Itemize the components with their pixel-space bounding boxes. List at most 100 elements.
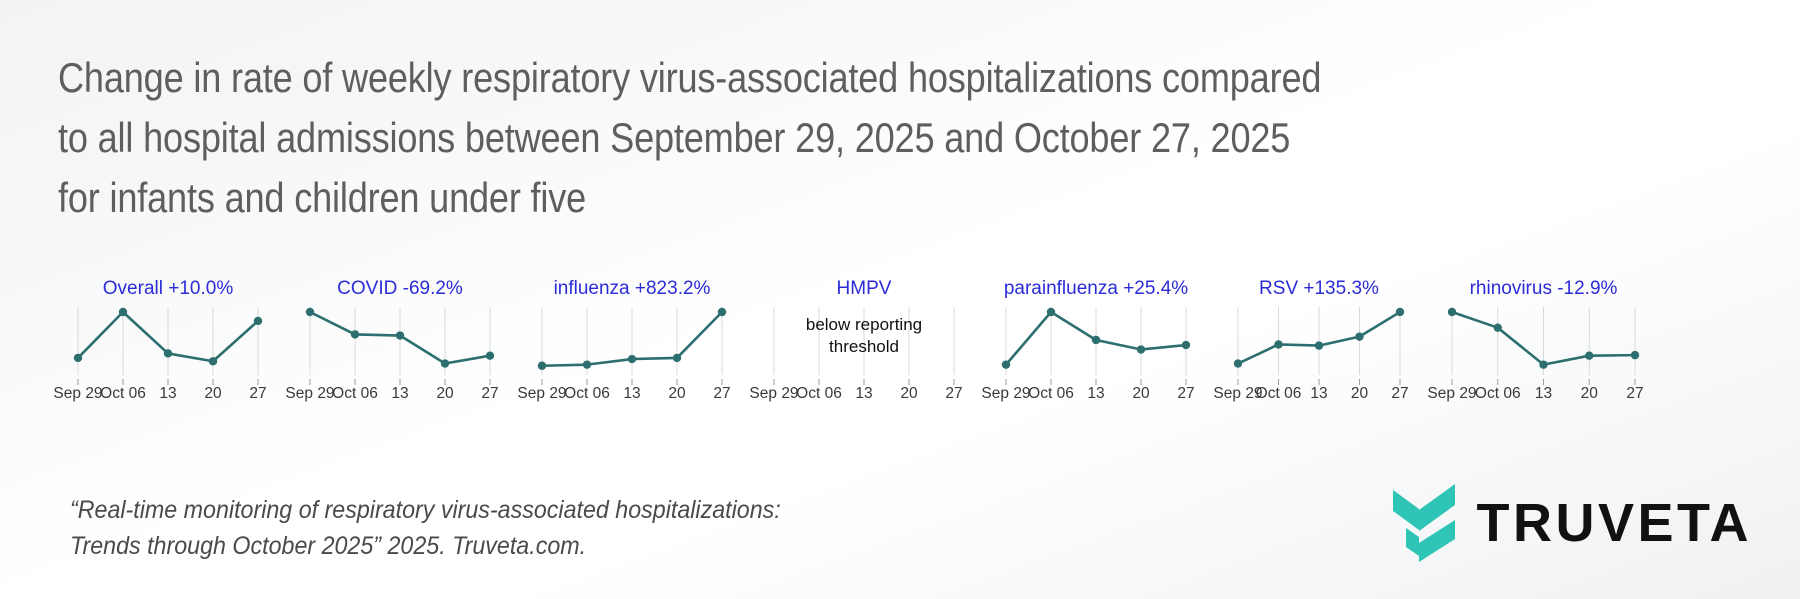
axis-tick-label: 13 xyxy=(855,385,873,402)
panel-overall: Overall +10.0% Sep 29 Oct 06 13 20 27 xyxy=(52,278,284,408)
data-point[interactable] xyxy=(440,359,450,368)
axis-tick-label: 27 xyxy=(945,385,963,402)
x-axis-influenza: Sep 29 Oct 06 13 20 27 xyxy=(516,379,748,405)
axis-tick-label: 20 xyxy=(1132,385,1150,402)
data-point[interactable] xyxy=(1136,345,1146,354)
small-multiples-chart: Overall +10.0% Sep 29 Oct 06 13 20 27 COVID -6… xyxy=(52,278,1774,408)
data-point[interactable] xyxy=(582,360,592,369)
axis-tick-label: 20 xyxy=(436,385,454,402)
data-point[interactable] xyxy=(717,307,727,317)
page-title: Change in rate of weekly respiratory vir… xyxy=(58,48,1748,228)
data-point[interactable] xyxy=(485,351,495,360)
data-point[interactable] xyxy=(208,357,218,366)
axis-tick-label: 20 xyxy=(900,385,918,402)
citation: “Real-time monitoring of respiratory vir… xyxy=(70,492,1120,564)
data-point[interactable] xyxy=(350,330,360,339)
data-point[interactable] xyxy=(1585,351,1594,360)
data-point[interactable] xyxy=(305,307,315,317)
title-line-1: Change in rate of weekly respiratory vir… xyxy=(58,54,1322,101)
axis-tick-label: 27 xyxy=(481,385,499,402)
panel-title-rsv: RSV +135.3% xyxy=(1259,278,1379,299)
plot-area-rhinovirus xyxy=(1426,305,1661,377)
data-point[interactable] xyxy=(1314,341,1324,350)
plot-area-influenza xyxy=(516,305,748,377)
panel-hmpv: HMPV below reporting threshold Sep 29 Oct 06… xyxy=(748,278,980,408)
data-point[interactable] xyxy=(1493,323,1502,332)
x-axis-overall: Sep 29 Oct 06 13 20 27 xyxy=(52,379,284,405)
plot-area-rsv xyxy=(1212,305,1426,377)
x-axis-covid: Sep 29 Oct 06 13 20 27 xyxy=(284,379,516,405)
data-point[interactable] xyxy=(163,349,173,358)
panel-title-hmpv: HMPV xyxy=(836,278,892,299)
truveta-wordmark: TRUVETA xyxy=(1476,493,1752,553)
axis-tick-label: Sep 29 xyxy=(53,385,103,402)
axis-tick-label: Oct 06 xyxy=(1028,385,1074,402)
data-point[interactable] xyxy=(1447,307,1457,317)
axis-tick-labels: Sep 29 Oct 06 13 20 27 xyxy=(748,385,980,405)
panel-title-rhinovirus: rhinovirus -12.9% xyxy=(1469,278,1618,299)
title-line-2: to all hospital admissions between Septe… xyxy=(58,114,1291,161)
axis-tick-label: Oct 06 xyxy=(796,385,842,402)
axis-tick-label: 27 xyxy=(1626,385,1644,402)
data-point[interactable] xyxy=(118,307,128,317)
data-point[interactable] xyxy=(672,353,682,363)
data-point[interactable] xyxy=(1046,307,1056,317)
axis-tick-label: 13 xyxy=(159,385,177,402)
panel-parainfluenza: parainfluenza +25.4% Sep 29 Oct 06 13 20 27 xyxy=(980,278,1212,408)
axis-tick-label: 13 xyxy=(1310,385,1328,402)
data-point[interactable] xyxy=(73,353,83,363)
data-point[interactable] xyxy=(1355,332,1364,341)
axis-tick-labels: Sep 29 Oct 06 13 20 27 xyxy=(516,385,748,405)
panel-title-parainfluenza: parainfluenza +25.4% xyxy=(1003,278,1189,299)
x-axis-rhinovirus: Sep 29 Oct 06 13 20 27 xyxy=(1426,379,1661,405)
panel-influenza: influenza +823.2% Sep 29 Oct 06 13 20 27 xyxy=(516,278,748,408)
data-point[interactable] xyxy=(537,361,547,370)
axis-tick-label: 20 xyxy=(668,385,686,402)
panel-rhinovirus: rhinovirus -12.9% Sep 29 Oct 06 13 20 27 xyxy=(1426,278,1661,408)
axis-tick-label: Sep 29 xyxy=(749,385,799,402)
x-axis-hmpv: Sep 29 Oct 06 13 20 27 xyxy=(748,379,980,405)
data-point[interactable] xyxy=(1630,350,1640,360)
axis-tick-label: 13 xyxy=(623,385,641,402)
axis-tick-label: Oct 06 xyxy=(564,385,610,402)
axis-tick-label: Oct 06 xyxy=(1255,385,1302,402)
data-point[interactable] xyxy=(1181,340,1191,350)
axis-tick-label: 13 xyxy=(1087,385,1105,402)
axis-tick-label: Oct 06 xyxy=(1474,385,1521,402)
axis-tick-label: Sep 29 xyxy=(517,385,567,402)
axis-tick-label: Oct 06 xyxy=(100,385,146,402)
axis-tick-label: 27 xyxy=(249,385,267,402)
data-point[interactable] xyxy=(253,316,263,326)
data-point[interactable] xyxy=(1395,307,1405,317)
data-point[interactable] xyxy=(627,354,637,364)
axis-tick-label: Sep 29 xyxy=(1427,385,1477,402)
axis-tick-labels: Sep 29 Oct 06 13 20 27 xyxy=(980,385,1212,405)
data-point[interactable] xyxy=(1233,359,1243,368)
x-axis-parainfluenza: Sep 29 Oct 06 13 20 27 xyxy=(980,379,1212,405)
axis-tick-label: 27 xyxy=(1177,385,1195,402)
axis-tick-label: Sep 29 xyxy=(285,385,335,402)
footer: “Real-time monitoring of respiratory vir… xyxy=(0,470,1800,599)
axis-tick-labels: Sep 29 Oct 06 13 20 27 xyxy=(284,385,516,405)
below-threshold-note: below reporting threshold xyxy=(748,314,980,358)
data-point[interactable] xyxy=(1274,340,1283,349)
truveta-logo: TRUVETA xyxy=(1392,484,1753,562)
x-axis-rsv: Sep 29 Oct 06 13 20 27 xyxy=(1212,379,1426,405)
title-line-3: for infants and children under five xyxy=(58,174,587,221)
axis-tick-label: Sep 29 xyxy=(1213,385,1263,402)
axis-tick-labels: Sep 29 Oct 06 13 20 27 xyxy=(1212,385,1426,405)
data-point[interactable] xyxy=(395,331,405,340)
plot-area-hmpv xyxy=(748,305,980,377)
plot-area-parainfluenza xyxy=(980,305,1212,377)
data-point[interactable] xyxy=(1091,335,1101,345)
axis-tick-label: 13 xyxy=(391,385,409,402)
below-threshold-note-line: below reporting xyxy=(805,315,923,334)
axis-tick-label: Oct 06 xyxy=(332,385,378,402)
citation-line-1: “Real-time monitoring of respiratory vir… xyxy=(70,496,781,524)
axis-tick-label: 20 xyxy=(1580,385,1598,402)
axis-tick-labels: Sep 29 Oct 06 13 20 27 xyxy=(52,385,284,405)
data-point[interactable] xyxy=(1539,360,1548,369)
axis-tick-label: 20 xyxy=(1350,385,1369,402)
data-point[interactable] xyxy=(1001,360,1011,369)
